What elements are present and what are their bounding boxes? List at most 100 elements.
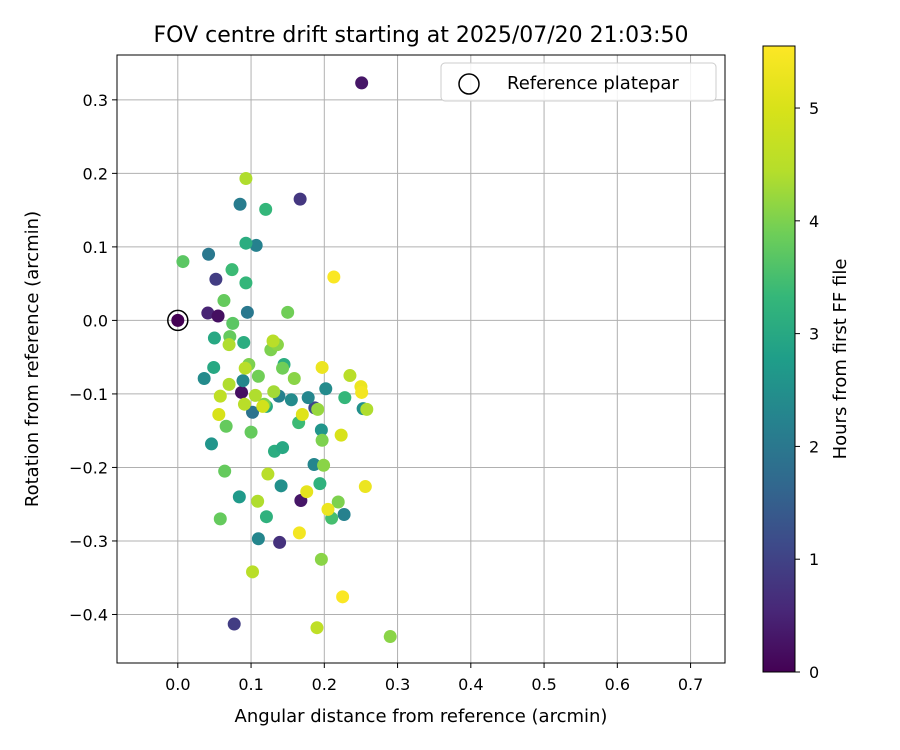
y-tick-label: 0.2: [83, 164, 108, 183]
data-point: [197, 371, 211, 385]
data-point: [317, 458, 331, 472]
data-point: [211, 309, 225, 323]
data-point: [222, 338, 236, 352]
data-point: [274, 479, 288, 493]
data-point: [251, 532, 265, 546]
y-axis-ticks: 0.3 0.2 0.1 0.0 −0.1 −0.2 −0.3 −0.4: [69, 91, 117, 624]
data-point: [295, 408, 309, 422]
x-tick-label: 0.4: [458, 675, 483, 694]
data-point: [239, 276, 253, 290]
data-point: [337, 507, 351, 521]
data-point: [212, 408, 226, 422]
data-point: [244, 425, 258, 439]
data-point: [311, 402, 325, 416]
data-point: [251, 369, 265, 383]
x-tick-label: 0.7: [678, 675, 703, 694]
y-tick-label: −0.1: [69, 385, 108, 404]
colorbar-ticks: 0 1 2 3 4 5: [795, 99, 819, 682]
data-point: [236, 374, 250, 388]
data-point: [207, 360, 221, 374]
data-point: [259, 510, 273, 524]
data-point: [334, 428, 348, 442]
data-point: [239, 172, 253, 186]
data-point: [237, 397, 251, 411]
y-tick-label: −0.4: [69, 605, 108, 624]
data-point: [358, 480, 372, 494]
y-tick-label: 0.1: [83, 238, 108, 257]
data-point: [259, 202, 273, 216]
data-point: [204, 437, 218, 451]
reference-point-marker: [167, 309, 189, 332]
data-point: [310, 621, 324, 635]
reference-marker: [167, 309, 189, 332]
data-point: [238, 361, 252, 375]
data-point: [319, 382, 333, 396]
colorbar-tick-label: 0: [809, 663, 819, 682]
data-point: [202, 247, 216, 261]
data-point: [248, 388, 262, 402]
y-tick-label: 0.3: [83, 91, 108, 110]
data-point: [227, 617, 241, 631]
data-point: [315, 360, 329, 374]
data-point: [213, 512, 227, 526]
data-point: [355, 76, 369, 90]
y-tick-label: −0.2: [69, 458, 108, 477]
data-point: [233, 197, 247, 211]
legend-label: Reference platepar: [507, 73, 679, 94]
x-tick-label: 0.1: [238, 675, 263, 694]
x-tick-label: 0.0: [165, 675, 190, 694]
x-tick-label: 0.3: [385, 675, 410, 694]
colorbar: 0 1 2 3 4 5 Hours from first FF file: [762, 45, 851, 682]
data-point: [321, 502, 335, 516]
data-point: [281, 305, 295, 319]
data-point: [219, 419, 233, 433]
colorbar-gradient: [762, 45, 796, 673]
data-point: [201, 306, 215, 320]
data-point: [226, 316, 240, 330]
data-point: [246, 405, 260, 419]
data-point: [292, 526, 306, 540]
data-point: [209, 272, 223, 286]
legend-reference-marker: [458, 73, 480, 95]
legend: Reference platepar: [440, 62, 717, 102]
colorbar-tick-label: 1: [809, 550, 819, 569]
data-point: [246, 565, 260, 579]
data-point: [360, 402, 374, 416]
data-point: [307, 457, 321, 471]
data-point: [336, 590, 350, 604]
data-point: [249, 238, 263, 252]
data-point: [256, 399, 270, 413]
data-point: [383, 630, 397, 644]
colorbar-tick-label: 4: [809, 212, 819, 231]
data-point: [315, 433, 329, 447]
data-point: [314, 552, 328, 566]
y-tick-label: −0.3: [69, 532, 108, 551]
x-tick-label: 0.6: [605, 675, 630, 694]
y-tick-label: 0.0: [83, 311, 108, 330]
data-point: [287, 371, 301, 385]
plot-frame: [116, 54, 726, 664]
grid-lines: [117, 55, 725, 663]
data-point: [235, 385, 249, 399]
data-point: [338, 391, 352, 405]
data-point: [222, 377, 236, 391]
data-point: [240, 305, 254, 319]
data-point: [300, 485, 314, 499]
data-point: [239, 236, 253, 250]
data-point: [237, 335, 251, 349]
data-point: [273, 535, 287, 549]
data-point: [267, 385, 281, 399]
data-point: [276, 361, 290, 375]
x-tick-label: 0.2: [312, 675, 337, 694]
data-point: [313, 477, 327, 491]
data-point: [251, 494, 265, 508]
colorbar-label: Hours from first FF file: [830, 259, 851, 460]
data-point: [213, 389, 227, 403]
data-point: [343, 369, 357, 383]
data-point: [232, 490, 246, 504]
colorbar-tick-label: 3: [809, 325, 819, 344]
scatter-points: [171, 76, 397, 644]
data-point: [301, 391, 315, 405]
data-point: [261, 467, 275, 481]
